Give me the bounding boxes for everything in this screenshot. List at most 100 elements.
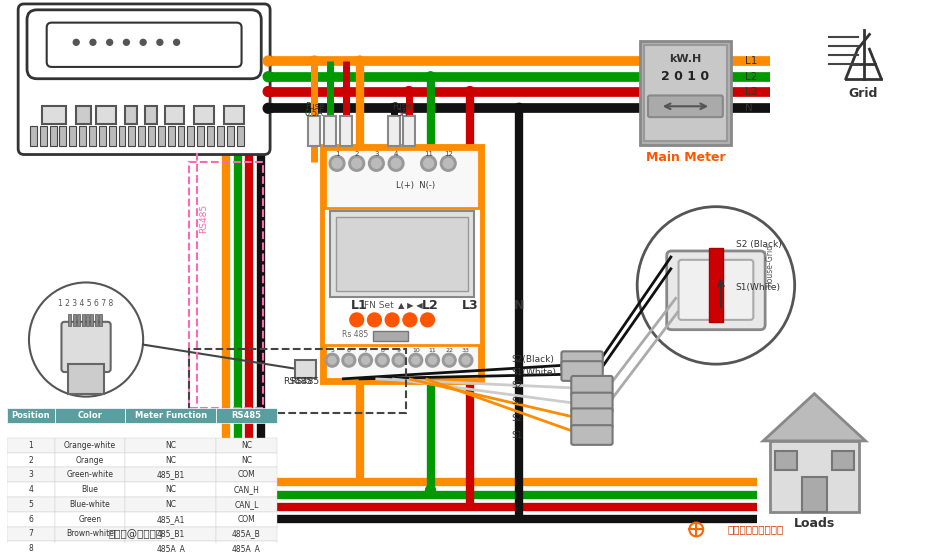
Bar xyxy=(55,497,125,512)
Bar xyxy=(79,126,86,146)
Text: 0.5A: 0.5A xyxy=(305,109,324,118)
Bar xyxy=(802,477,827,512)
FancyBboxPatch shape xyxy=(69,364,104,394)
Bar xyxy=(224,107,244,124)
Text: Rs 485: Rs 485 xyxy=(342,330,369,339)
Bar xyxy=(55,408,125,423)
Circle shape xyxy=(392,353,406,367)
FancyBboxPatch shape xyxy=(571,408,613,428)
Circle shape xyxy=(462,356,469,364)
Bar xyxy=(832,451,854,470)
Bar xyxy=(145,107,156,124)
Text: 搜狐号@专业人才: 搜狐号@专业人才 xyxy=(108,529,162,539)
Circle shape xyxy=(426,72,435,82)
Bar xyxy=(55,512,125,527)
Text: L(+)  N(-): L(+) N(-) xyxy=(396,181,435,189)
Circle shape xyxy=(465,87,475,97)
Bar xyxy=(197,126,204,146)
Text: Orange: Orange xyxy=(76,455,104,465)
Text: 12: 12 xyxy=(444,151,453,157)
Bar xyxy=(216,438,277,453)
Text: House-Grid: House-Grid xyxy=(766,244,774,287)
Text: 4: 4 xyxy=(394,151,398,157)
Circle shape xyxy=(445,356,453,364)
Text: 6: 6 xyxy=(29,514,33,524)
Text: 1 2 3 4 5 6 7 8: 1 2 3 4 5 6 7 8 xyxy=(58,299,114,307)
Circle shape xyxy=(263,72,273,82)
Circle shape xyxy=(420,313,434,327)
Bar xyxy=(125,453,216,468)
Text: COM: COM xyxy=(238,470,256,479)
Circle shape xyxy=(349,156,365,171)
Bar xyxy=(775,451,796,470)
Text: L1: L1 xyxy=(351,299,368,311)
Bar xyxy=(178,126,184,146)
Bar xyxy=(125,438,216,453)
Circle shape xyxy=(409,353,422,367)
Text: NC: NC xyxy=(165,500,176,509)
Bar xyxy=(373,331,407,341)
Text: 6: 6 xyxy=(347,348,351,353)
Bar xyxy=(7,512,55,527)
Bar xyxy=(96,107,116,124)
Text: L3: L3 xyxy=(461,299,478,311)
Circle shape xyxy=(29,283,144,397)
Circle shape xyxy=(426,353,439,367)
Text: S1: S1 xyxy=(511,432,522,440)
Circle shape xyxy=(389,103,399,113)
Text: S1(White): S1(White) xyxy=(735,283,781,292)
Text: 9: 9 xyxy=(397,348,401,353)
FancyBboxPatch shape xyxy=(46,23,242,67)
Text: CAN_L: CAN_L xyxy=(234,500,258,509)
Bar xyxy=(89,126,96,146)
Circle shape xyxy=(403,313,417,327)
Text: 4: 4 xyxy=(29,485,33,494)
Text: Blue-white: Blue-white xyxy=(69,500,110,509)
Bar xyxy=(69,126,76,146)
Circle shape xyxy=(140,39,146,45)
Text: Fuse: Fuse xyxy=(393,102,412,111)
Circle shape xyxy=(385,313,399,327)
Text: NC: NC xyxy=(241,455,252,465)
Bar xyxy=(227,126,233,146)
Bar xyxy=(403,116,415,146)
Bar xyxy=(125,542,216,552)
Bar xyxy=(216,482,277,497)
FancyBboxPatch shape xyxy=(561,361,603,381)
Text: 7: 7 xyxy=(29,529,33,538)
FancyBboxPatch shape xyxy=(561,352,603,371)
Bar xyxy=(216,497,277,512)
Bar xyxy=(294,360,317,378)
FancyBboxPatch shape xyxy=(19,4,270,155)
Bar xyxy=(119,126,125,146)
Bar xyxy=(7,542,55,552)
Bar xyxy=(640,41,731,145)
Bar xyxy=(190,349,406,413)
Circle shape xyxy=(156,39,163,45)
FancyBboxPatch shape xyxy=(571,392,613,412)
Bar xyxy=(194,107,214,124)
Bar xyxy=(216,468,277,482)
Bar xyxy=(216,453,277,468)
Circle shape xyxy=(429,356,436,364)
Text: 7: 7 xyxy=(364,348,368,353)
Circle shape xyxy=(379,356,386,364)
Text: 22: 22 xyxy=(445,348,453,353)
Bar xyxy=(77,314,81,326)
Bar xyxy=(216,512,277,527)
Text: 5: 5 xyxy=(29,500,33,509)
Circle shape xyxy=(350,313,364,327)
Bar xyxy=(216,542,277,552)
Text: L3: L3 xyxy=(745,87,757,97)
Circle shape xyxy=(371,158,382,168)
Circle shape xyxy=(342,353,356,367)
Text: RS485: RS485 xyxy=(290,378,319,386)
Text: 3: 3 xyxy=(374,151,379,157)
Bar xyxy=(336,216,468,291)
Bar xyxy=(158,126,165,146)
Circle shape xyxy=(344,356,353,364)
Circle shape xyxy=(263,87,273,97)
Text: 485_B1: 485_B1 xyxy=(156,470,185,479)
Circle shape xyxy=(395,356,403,364)
Text: 485_B1: 485_B1 xyxy=(156,529,185,538)
